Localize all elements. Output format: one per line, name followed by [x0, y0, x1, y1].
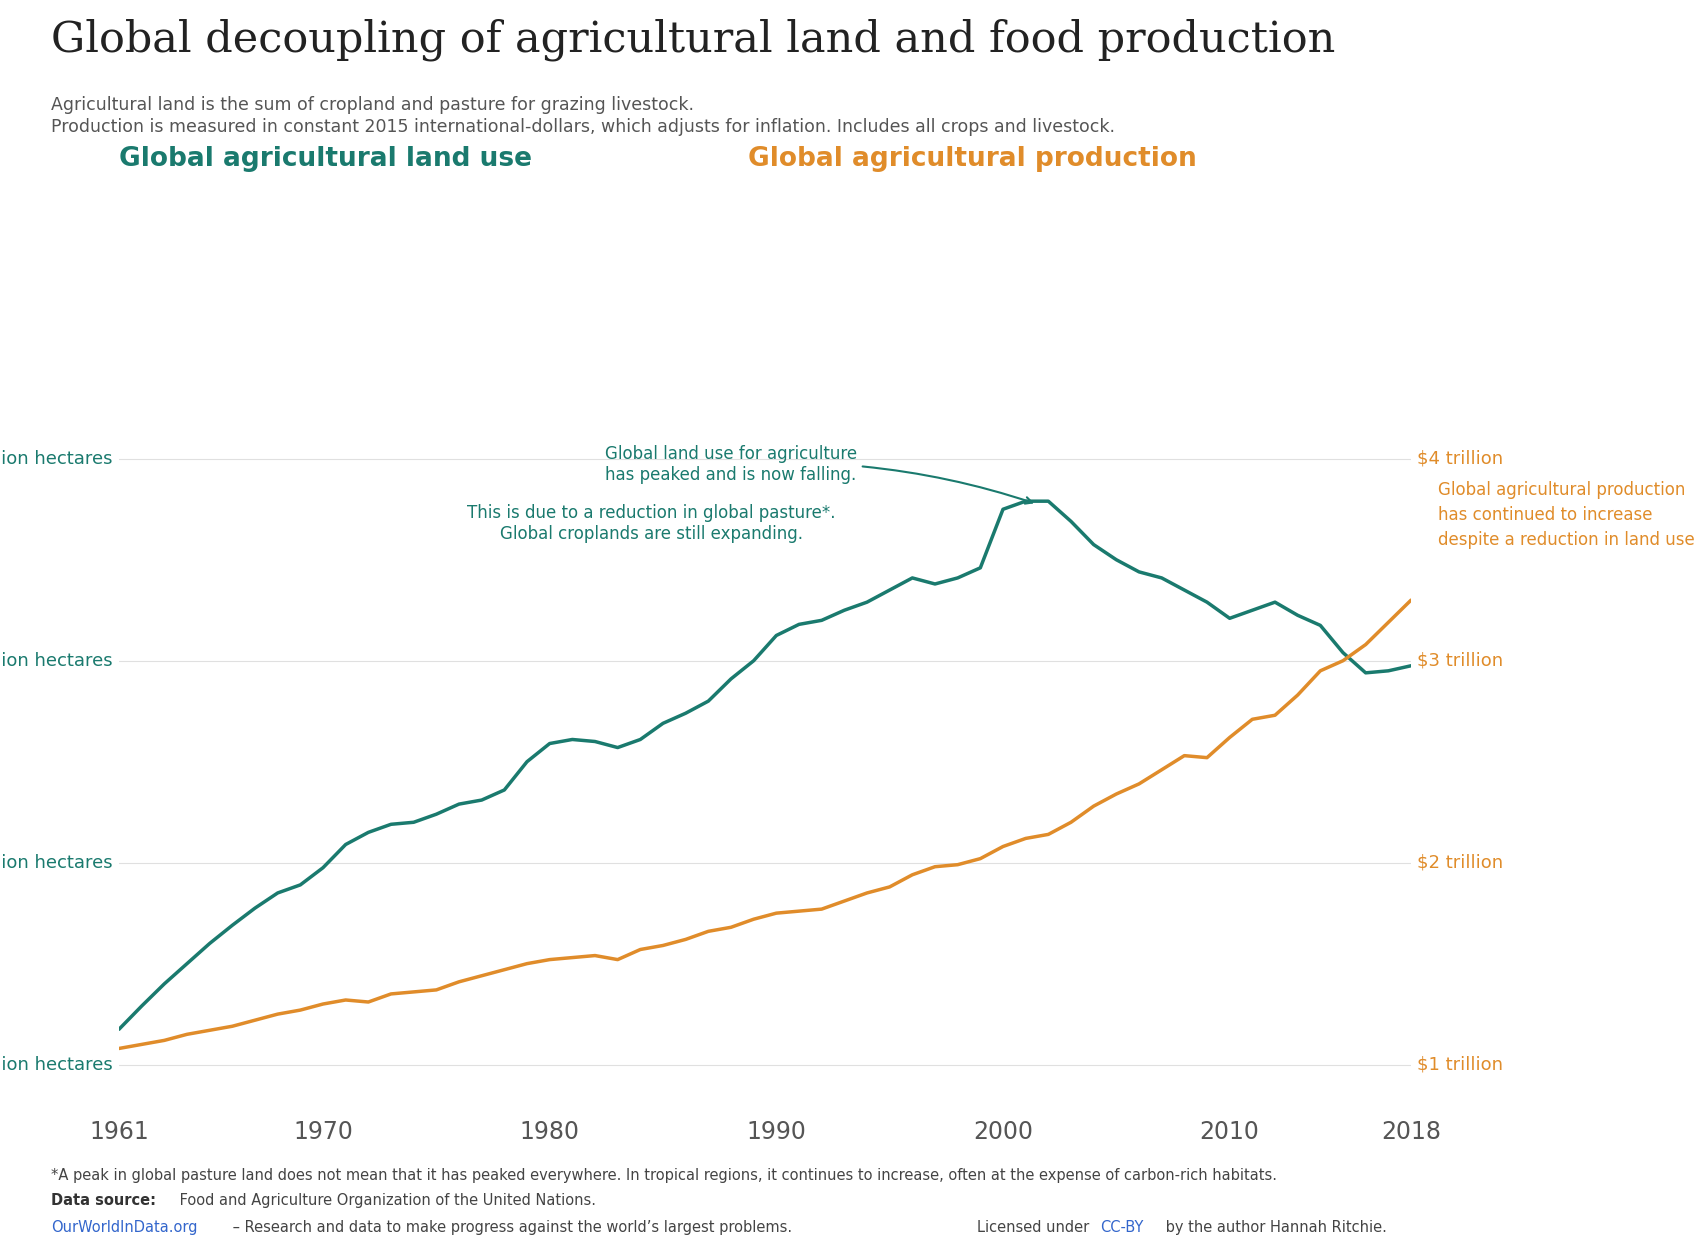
Text: CC-BY: CC-BY — [1100, 1220, 1144, 1235]
Text: This is due to a reduction in global pasture*.
Global croplands are still expand: This is due to a reduction in global pas… — [468, 504, 836, 543]
Text: 4.8 billion hectares: 4.8 billion hectares — [0, 651, 112, 670]
Text: Global agricultural production
has continued to increase
despite a reduction in : Global agricultural production has conti… — [1438, 481, 1695, 549]
Text: $3 trillion: $3 trillion — [1418, 651, 1503, 670]
Text: 4.4 billion hectares: 4.4 billion hectares — [0, 1056, 112, 1074]
Text: Agricultural land is the sum of cropland and pasture for grazing livestock.: Agricultural land is the sum of cropland… — [51, 96, 694, 113]
Text: Global land use for agriculture
has peaked and is now falling.: Global land use for agriculture has peak… — [605, 445, 1032, 504]
Text: Our World: Our World — [1530, 21, 1622, 37]
Text: 5 billion hectares: 5 billion hectares — [0, 450, 112, 467]
Text: *A peak in global pasture land does not mean that it has peaked everywhere. In t: *A peak in global pasture land does not … — [51, 1168, 1277, 1183]
Text: $4 trillion: $4 trillion — [1418, 450, 1503, 467]
Text: Global agricultural production: Global agricultural production — [748, 146, 1197, 173]
Text: Global agricultural land use: Global agricultural land use — [119, 146, 532, 173]
Text: 4.6 billion hectares: 4.6 billion hectares — [0, 854, 112, 872]
Text: Licensed under: Licensed under — [977, 1220, 1095, 1235]
Text: in Data: in Data — [1544, 49, 1608, 64]
Text: $1 trillion: $1 trillion — [1418, 1056, 1503, 1074]
Text: by the author Hannah Ritchie.: by the author Hannah Ritchie. — [1161, 1220, 1387, 1235]
Text: Data source:: Data source: — [51, 1193, 156, 1208]
Text: OurWorldInData.org: OurWorldInData.org — [51, 1220, 197, 1235]
Text: – Research and data to make progress against the world’s largest problems.: – Research and data to make progress aga… — [228, 1220, 792, 1235]
Text: Production is measured in constant 2015 international-dollars, which adjusts for: Production is measured in constant 2015 … — [51, 118, 1115, 136]
Text: Food and Agriculture Organization of the United Nations.: Food and Agriculture Organization of the… — [175, 1193, 597, 1208]
Text: Global decoupling of agricultural land and food production: Global decoupling of agricultural land a… — [51, 19, 1336, 62]
Text: $2 trillion: $2 trillion — [1418, 854, 1503, 872]
